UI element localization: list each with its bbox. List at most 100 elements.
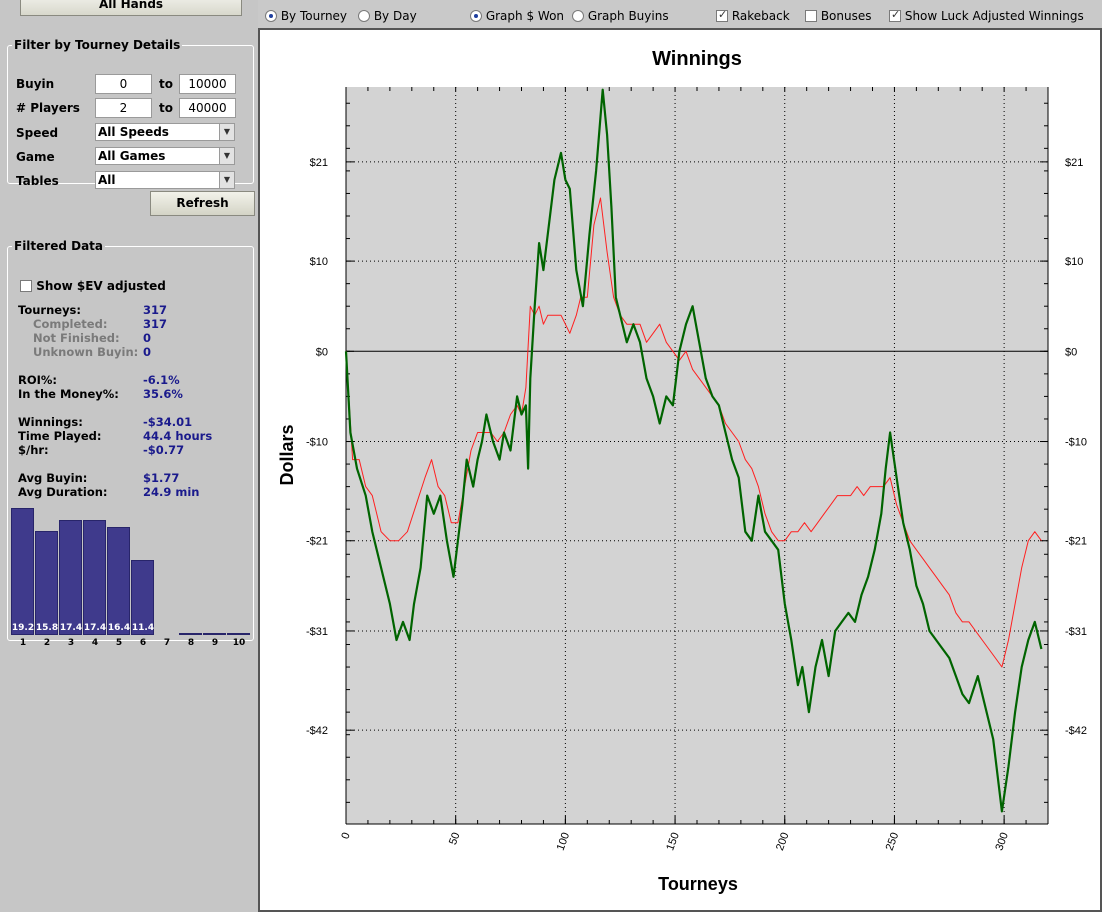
y-tick-label-right: -$31	[1065, 626, 1087, 638]
tables-row: Tables All ▼	[16, 171, 246, 191]
by-tourney-option[interactable]: By Tourney	[265, 9, 347, 23]
stat-label: Unknown Buyin:	[33, 345, 139, 359]
histogram-bar	[11, 508, 34, 635]
graph-won-radio[interactable]	[470, 10, 482, 22]
winnings-series-line	[344, 88, 1043, 813]
stat-row: In the Money%: 35.6%	[18, 387, 248, 401]
luck-adjusted-label: Show Luck Adjusted Winnings	[904, 9, 1084, 23]
tables-label: Tables	[16, 174, 59, 188]
histogram-category-label: 8	[187, 638, 195, 648]
histogram-bar	[107, 526, 130, 635]
x-tick-label: 250	[884, 831, 902, 852]
show-ev-checkbox-row[interactable]: Show $EV adjusted	[20, 279, 166, 293]
histogram-category-label: 1	[19, 638, 27, 648]
players-from-input[interactable]: 2	[95, 98, 152, 118]
stat-value: -$34.01	[143, 415, 193, 429]
bonuses-label: Bonuses	[820, 9, 872, 23]
players-row: # Players 2 to 40000	[16, 98, 246, 118]
bonuses-option[interactable]: Bonuses	[805, 9, 872, 23]
stat-label: Tourneys:	[18, 303, 82, 317]
x-tick-label: 300	[993, 831, 1011, 852]
histogram-bar	[179, 633, 202, 635]
speed-select[interactable]: All Speeds ▼	[95, 123, 235, 141]
chevron-down-icon[interactable]: ▼	[219, 172, 234, 188]
buyin-from-input[interactable]: 0	[95, 74, 152, 94]
game-select[interactable]: All Games ▼	[95, 147, 235, 165]
buyin-row: Buyin 0 to 10000	[16, 74, 246, 94]
speed-row: Speed All Speeds ▼	[16, 123, 246, 143]
by-tourney-label: By Tourney	[280, 9, 348, 23]
stat-row: Unknown Buyin: 0	[18, 345, 248, 359]
show-ev-checkbox[interactable]	[20, 280, 32, 292]
stat-label: Avg Duration:	[18, 485, 108, 499]
stat-value: 317	[143, 303, 168, 317]
y-tick-label-left: $10	[310, 256, 328, 268]
x-axis-title: Tourneys	[658, 874, 738, 894]
all-hands-button[interactable]: All Hands	[20, 0, 242, 16]
histogram-bar-label: 15.8	[35, 623, 59, 633]
y-tick-label-left: -$31	[306, 626, 328, 638]
histogram-category-label: 5	[115, 638, 123, 648]
rakeback-option[interactable]: Rakeback	[716, 8, 790, 23]
histogram-category-label: 7	[163, 638, 171, 648]
refresh-button[interactable]: Refresh	[150, 191, 255, 216]
histogram-bar-label: 11.4	[131, 623, 155, 633]
stat-row: Avg Duration: 24.9 min	[18, 485, 248, 499]
chart-frame: 0 50 100 150 200 250 300 $21 $21 $10 $10 $0 $0 -$10 -$…	[258, 28, 1102, 912]
stat-label: ROI%:	[18, 373, 58, 387]
chevron-down-icon[interactable]: ▼	[219, 124, 234, 140]
x-tick-label: 100	[555, 831, 573, 852]
stat-value: -$0.77	[143, 443, 185, 457]
bonuses-checkbox[interactable]	[805, 10, 817, 22]
stat-row: Time Played: 44.4 hours	[18, 429, 248, 443]
players-to-input[interactable]: 40000	[179, 98, 236, 118]
finish-position-histogram: 19.2 15.8 17.4 17.4 16.4 11.4	[11, 501, 251, 635]
y-tick-label-right: $0	[1065, 346, 1077, 358]
histogram-bar	[35, 530, 58, 635]
graph-won-option[interactable]: Graph $ Won	[470, 9, 564, 23]
by-day-option[interactable]: By Day	[358, 9, 417, 23]
stat-row: Completed: 317	[18, 317, 248, 331]
stat-value: 35.6%	[143, 387, 183, 401]
stat-label: Not Finished:	[33, 331, 120, 345]
luck-adjusted-checkbox[interactable]	[889, 8, 901, 22]
tables-select[interactable]: All ▼	[95, 171, 235, 189]
rakeback-checkbox[interactable]	[716, 8, 728, 22]
speed-label: Speed	[16, 126, 59, 140]
histogram-bar	[203, 633, 226, 635]
by-tourney-radio[interactable]	[265, 10, 277, 22]
luck-adjusted-series-line	[345, 197, 1042, 668]
stat-label: Winnings:	[18, 415, 83, 429]
graph-buyins-option[interactable]: Graph Buyins	[572, 9, 669, 23]
buyin-label: Buyin	[16, 77, 55, 91]
stat-row: Not Finished: 0	[18, 331, 248, 345]
players-to-label: to	[159, 101, 173, 115]
stat-value: 0	[143, 331, 152, 345]
stat-row: ROI%: -6.1%	[18, 373, 248, 387]
histogram-bar	[83, 519, 106, 635]
stat-label: In the Money%:	[18, 387, 119, 401]
by-day-radio[interactable]	[358, 10, 370, 22]
graph-buyins-radio[interactable]	[572, 10, 584, 22]
buyin-to-input[interactable]: 10000	[179, 74, 236, 94]
graph-buyins-label: Graph Buyins	[587, 9, 669, 23]
x-tick-label: 200	[774, 831, 792, 852]
stat-label: $/hr:	[18, 443, 49, 457]
histogram-category-label: 10	[232, 638, 246, 648]
chart-title: Winnings	[652, 48, 742, 70]
stat-value: 44.4 hours	[143, 429, 213, 443]
filtered-data-group: Filtered Data Show $EV adjusted Tourneys…	[7, 239, 254, 648]
x-tick-label: 0	[339, 831, 352, 841]
y-axis-title: Dollars	[277, 424, 297, 485]
game-select-value: All Games	[98, 149, 166, 163]
luck-adjusted-option[interactable]: Show Luck Adjusted Winnings	[889, 8, 1084, 23]
histogram-bar-label: 17.4	[83, 623, 107, 633]
y-tick-label-right: $21	[1065, 157, 1083, 169]
rakeback-label: Rakeback	[731, 9, 790, 23]
histogram-bar	[227, 633, 250, 635]
histogram-category-label: 6	[139, 638, 147, 648]
graph-toolbar: By Tourney By Day Graph $ Won Graph Buyi…	[258, 0, 1102, 28]
chevron-down-icon[interactable]: ▼	[219, 148, 234, 164]
stat-value: 24.9 min	[143, 485, 200, 499]
y-tick-label-right: -$21	[1065, 536, 1087, 548]
